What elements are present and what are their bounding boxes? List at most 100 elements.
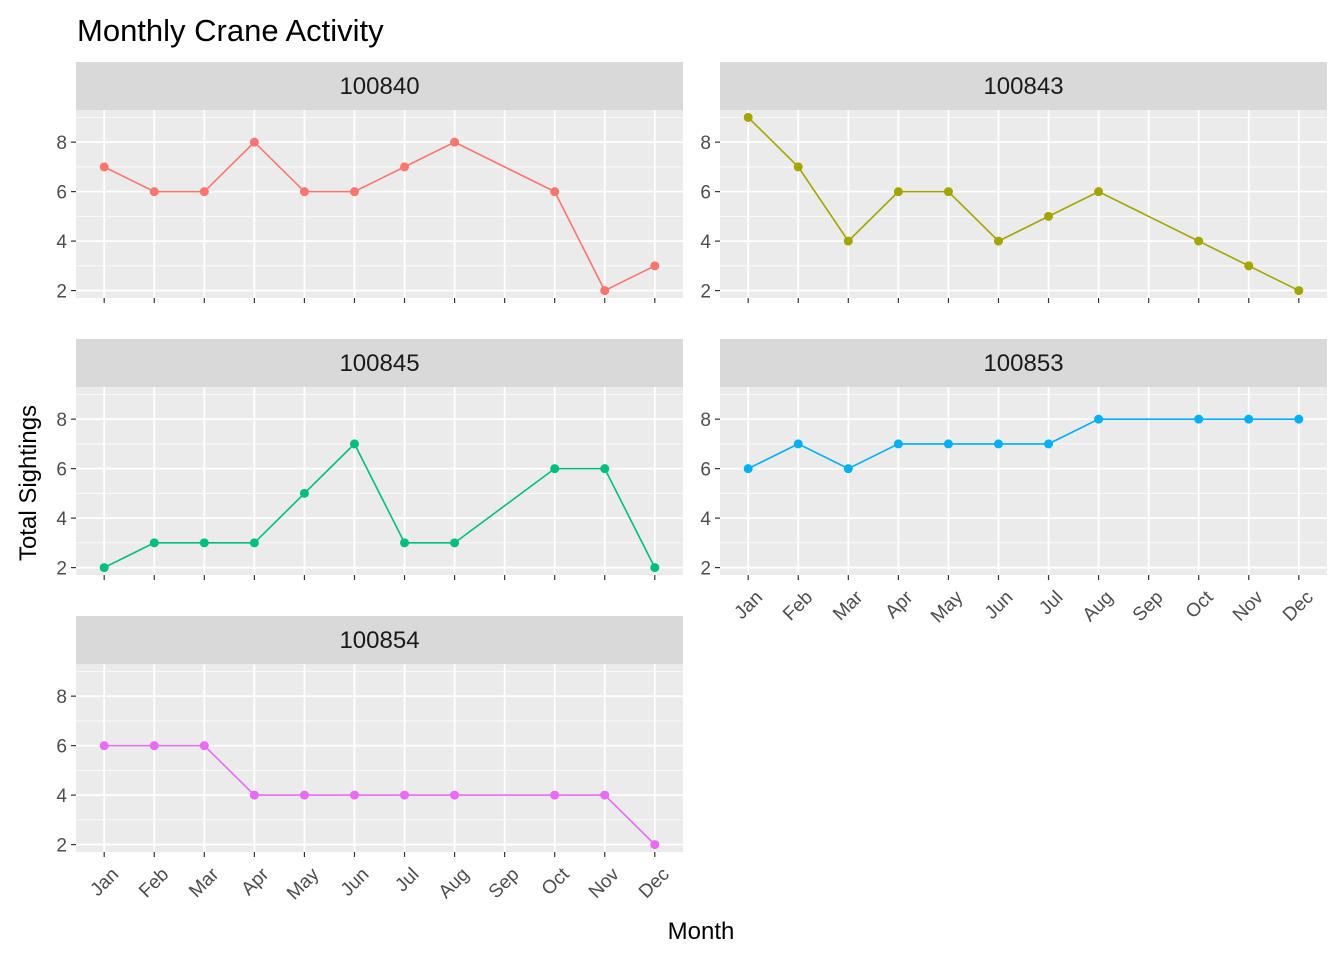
x-tick-label: Jan bbox=[731, 587, 768, 624]
x-axis-title: Month bbox=[668, 918, 735, 945]
data-point-100843-Aug bbox=[1094, 187, 1104, 197]
y-tick-label: 4 bbox=[56, 509, 67, 530]
y-tick-label: 8 bbox=[56, 410, 67, 431]
data-point-100854-May bbox=[299, 790, 309, 800]
plot-background bbox=[76, 110, 683, 298]
data-point-100853-Apr bbox=[893, 439, 903, 449]
x-tick-label: Jun bbox=[337, 864, 374, 901]
x-tick-label: Nov bbox=[585, 864, 624, 903]
x-tick-label: Apr bbox=[882, 587, 918, 623]
y-tick-label: 4 bbox=[700, 232, 711, 253]
data-point-100843-Mar bbox=[843, 236, 853, 246]
data-point-100853-Jul bbox=[1044, 439, 1054, 449]
data-point-100843-Feb bbox=[793, 162, 803, 172]
x-tick-label: Dec bbox=[635, 864, 674, 903]
data-point-100854-Feb bbox=[149, 741, 159, 751]
data-point-100840-Jul bbox=[400, 162, 410, 172]
x-tick-label: Jan bbox=[87, 864, 124, 901]
y-tick-label: 4 bbox=[700, 509, 711, 530]
data-point-100845-Jan bbox=[99, 563, 109, 573]
facet-strip-label: 100845 bbox=[339, 350, 419, 377]
data-point-100845-May bbox=[299, 488, 309, 498]
facet-strip bbox=[720, 339, 1327, 387]
data-point-100840-Jan bbox=[99, 162, 109, 172]
data-point-100854-Apr bbox=[249, 790, 259, 800]
facet-strip bbox=[76, 339, 683, 387]
y-tick-label: 8 bbox=[700, 133, 711, 154]
x-tick-label: Jul bbox=[1035, 587, 1067, 619]
facet-strip bbox=[720, 62, 1327, 110]
y-tick-label: 2 bbox=[700, 282, 711, 303]
data-point-100854-Nov bbox=[600, 790, 610, 800]
data-point-100853-Oct bbox=[1194, 414, 1204, 424]
facet-strip-label: 100840 bbox=[339, 73, 419, 100]
data-point-100840-Oct bbox=[550, 187, 560, 197]
x-tick-label: Sep bbox=[485, 864, 524, 903]
data-point-100840-Nov bbox=[600, 286, 610, 296]
y-tick-label: 8 bbox=[56, 687, 67, 708]
data-point-100854-Mar bbox=[199, 741, 209, 751]
x-tick-label: Sep bbox=[1129, 587, 1168, 626]
facet-panels: 100840 2 4 6 8 100843 2 4 6 8 100845 2 4 6 8 100853 2 4 6 8… bbox=[56, 62, 1327, 904]
facet-strip bbox=[76, 62, 683, 110]
data-point-100840-Feb bbox=[149, 187, 159, 197]
y-tick-label: 2 bbox=[56, 559, 67, 580]
data-point-100853-Aug bbox=[1094, 414, 1104, 424]
data-point-100853-Nov bbox=[1244, 414, 1254, 424]
x-tick-label: Dec bbox=[1279, 587, 1318, 626]
y-tick-label: 2 bbox=[700, 559, 711, 580]
data-point-100845-Apr bbox=[249, 538, 259, 548]
data-point-100843-Jun bbox=[993, 236, 1003, 246]
y-tick-label: 2 bbox=[56, 836, 67, 857]
data-point-100854-Jul bbox=[400, 790, 410, 800]
y-tick-label: 6 bbox=[56, 737, 67, 758]
data-point-100854-Oct bbox=[550, 790, 560, 800]
data-point-100853-Mar bbox=[843, 464, 853, 474]
data-point-100840-May bbox=[299, 187, 309, 197]
y-tick-label: 6 bbox=[56, 460, 67, 481]
data-point-100843-Dec bbox=[1294, 286, 1304, 296]
data-point-100845-Jun bbox=[349, 439, 359, 449]
plot-background bbox=[720, 110, 1327, 298]
facet-strip-label: 100854 bbox=[339, 627, 419, 654]
data-point-100854-Aug bbox=[450, 790, 460, 800]
data-point-100843-Jan bbox=[743, 112, 753, 122]
facet-panel-100854: 100854 2 4 6 8 Jan Feb Mar Apr May Jun Jul Aug Sep Oct… bbox=[56, 616, 683, 904]
data-point-100845-Feb bbox=[149, 538, 159, 548]
data-point-100853-Jan bbox=[743, 464, 753, 474]
data-point-100853-Feb bbox=[793, 439, 803, 449]
x-tick-label: Feb bbox=[135, 864, 173, 902]
x-tick-label: Jun bbox=[981, 587, 1018, 624]
y-tick-label: 4 bbox=[56, 786, 67, 807]
data-point-100845-Jul bbox=[400, 538, 410, 548]
y-tick-label: 6 bbox=[700, 460, 711, 481]
x-tick-label: Feb bbox=[779, 587, 817, 625]
data-point-100840-Aug bbox=[450, 137, 460, 147]
y-tick-label: 4 bbox=[56, 232, 67, 253]
y-tick-label: 2 bbox=[56, 282, 67, 303]
facet-panel-100845: 100845 2 4 6 8 bbox=[56, 339, 683, 580]
y-tick-label: 6 bbox=[56, 183, 67, 204]
facet-strip bbox=[76, 616, 683, 664]
facet-strip-label: 100843 bbox=[983, 73, 1063, 100]
plot-background bbox=[76, 664, 683, 852]
data-point-100853-Dec bbox=[1294, 414, 1304, 424]
x-tick-label: Apr bbox=[238, 864, 274, 900]
data-point-100840-Mar bbox=[199, 187, 209, 197]
y-tick-label: 8 bbox=[56, 133, 67, 154]
y-tick-label: 8 bbox=[700, 410, 711, 431]
data-point-100845-Oct bbox=[550, 464, 560, 474]
x-tick-label: Mar bbox=[829, 587, 867, 625]
data-point-100840-Dec bbox=[650, 261, 660, 271]
data-point-100845-Aug bbox=[450, 538, 460, 548]
y-axis-title: Total Sightings bbox=[15, 405, 42, 561]
data-point-100845-Nov bbox=[600, 464, 610, 474]
plot-background bbox=[720, 387, 1327, 575]
chart-title: Monthly Crane Activity bbox=[77, 13, 384, 48]
data-point-100843-Oct bbox=[1194, 236, 1204, 246]
y-tick-label: 6 bbox=[700, 183, 711, 204]
data-point-100854-Jan bbox=[99, 741, 109, 751]
data-point-100840-Apr bbox=[249, 137, 259, 147]
plot-background bbox=[76, 387, 683, 575]
